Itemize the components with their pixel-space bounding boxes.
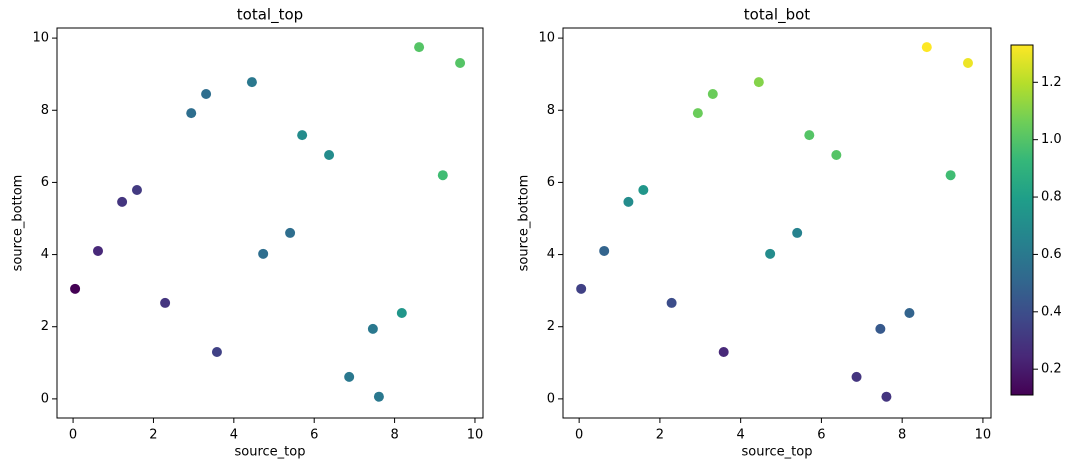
point xyxy=(792,227,803,238)
x-axis-label: source_top xyxy=(235,445,306,460)
point xyxy=(70,283,81,294)
point xyxy=(246,77,257,88)
x-tick-label: 0 xyxy=(69,428,77,443)
colorbar-tick-label: 1.2 xyxy=(1041,75,1062,90)
point xyxy=(258,248,269,259)
y-tick-label: 2 xyxy=(41,319,49,334)
x-tick-label: 4 xyxy=(737,428,745,443)
x-tick-label: 8 xyxy=(898,428,906,443)
y-tick-label: 2 xyxy=(547,319,555,334)
point xyxy=(875,323,886,334)
y-tick-label: 8 xyxy=(547,103,555,118)
point xyxy=(201,89,212,100)
y-tick-label: 10 xyxy=(538,31,555,46)
x-tick-label: 0 xyxy=(575,428,583,443)
y-tick-label: 0 xyxy=(41,391,49,406)
point xyxy=(285,227,296,238)
y-tick-label: 4 xyxy=(547,247,555,262)
point xyxy=(576,283,587,294)
chart-title: total_bot xyxy=(744,6,810,25)
chart-title: total_top xyxy=(237,6,303,25)
x-tick-label: 2 xyxy=(149,428,157,443)
point xyxy=(666,297,677,308)
point xyxy=(117,196,128,207)
point xyxy=(344,371,355,382)
x-axis-label: source_top xyxy=(742,445,813,460)
y-tick-label: 10 xyxy=(32,31,49,46)
colorbar-tick-label: 0.4 xyxy=(1041,304,1062,319)
point xyxy=(437,170,448,181)
x-tick-label: 6 xyxy=(817,428,825,443)
colorbar-tick-label: 0.6 xyxy=(1041,247,1062,262)
point xyxy=(455,57,466,68)
x-tick-label: 8 xyxy=(390,428,398,443)
x-tick-label: 2 xyxy=(656,428,664,443)
point xyxy=(831,149,842,160)
point xyxy=(881,391,892,402)
x-tick-label: 6 xyxy=(310,428,318,443)
y-tick-label: 0 xyxy=(547,391,555,406)
colorbar-tick-label: 0.2 xyxy=(1041,362,1062,377)
colorbar xyxy=(1010,44,1034,396)
point xyxy=(396,308,407,319)
point xyxy=(367,323,378,334)
point xyxy=(131,184,142,195)
point xyxy=(904,308,915,319)
point xyxy=(599,245,610,256)
y-axis-label: source_bottom xyxy=(11,175,26,272)
y-tick-label: 4 xyxy=(41,247,49,262)
point xyxy=(324,149,335,160)
point xyxy=(718,346,729,357)
point xyxy=(373,391,384,402)
point xyxy=(765,248,776,259)
plot-frame xyxy=(56,27,484,419)
colorbar-tick-label: 1.0 xyxy=(1041,132,1062,147)
point xyxy=(638,184,649,195)
point xyxy=(692,108,703,119)
x-tick-label: 4 xyxy=(230,428,238,443)
colorbar-tick-label: 0.8 xyxy=(1041,190,1062,205)
y-axis-label: source_bottom xyxy=(517,175,532,272)
point xyxy=(297,130,308,141)
point xyxy=(160,297,171,308)
point xyxy=(92,245,103,256)
point xyxy=(945,170,956,181)
plot-frame xyxy=(562,27,992,419)
x-tick-label: 10 xyxy=(975,428,992,443)
y-tick-label: 6 xyxy=(41,175,49,190)
y-tick-label: 8 xyxy=(41,103,49,118)
point xyxy=(851,371,862,382)
point xyxy=(707,89,718,100)
x-tick-label: 10 xyxy=(467,428,484,443)
point xyxy=(623,196,634,207)
point xyxy=(804,130,815,141)
point xyxy=(186,108,197,119)
point xyxy=(962,57,973,68)
point xyxy=(211,346,222,357)
point xyxy=(921,42,932,53)
point xyxy=(753,77,764,88)
point xyxy=(414,42,425,53)
y-tick-label: 6 xyxy=(547,175,555,190)
